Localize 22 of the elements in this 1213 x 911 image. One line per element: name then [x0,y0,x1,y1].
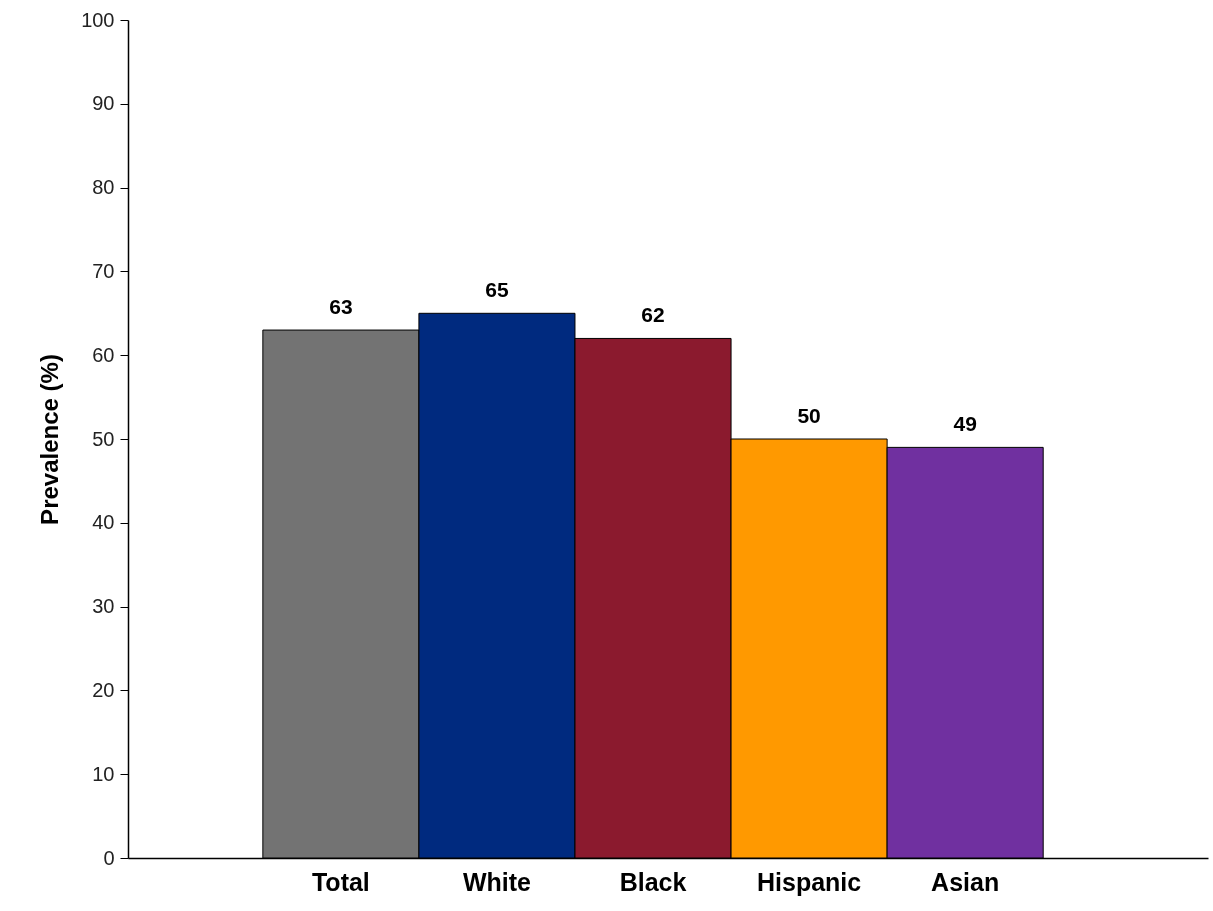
data-label: 49 [953,412,977,436]
y-tick-label: 30 [92,595,115,618]
y-tick-label: 40 [92,511,115,534]
data-label: 63 [329,295,353,319]
x-tick-label: Total [311,867,370,896]
y-tick-label: 50 [92,427,115,450]
y-tick-label: 0 [103,846,115,869]
x-tick-label: Hispanic [756,867,862,896]
y-tick-label: 10 [92,762,115,785]
x-tick-label: Asian [931,867,1000,896]
y-tick-label: 80 [92,176,115,199]
y-axis-title: Prevalence (%) [36,354,64,525]
y-tick-label: 100 [81,8,115,31]
y-tick-label: 70 [92,259,115,282]
data-label: 62 [641,303,665,327]
data-label: 65 [485,278,509,302]
x-tick-label: Black [619,867,687,896]
y-tick-label: 20 [92,678,115,701]
x-tick-label: White [462,867,532,896]
y-tick-label: 60 [92,343,115,366]
data-label: 50 [797,404,821,427]
y-tick-label: 90 [92,92,115,115]
